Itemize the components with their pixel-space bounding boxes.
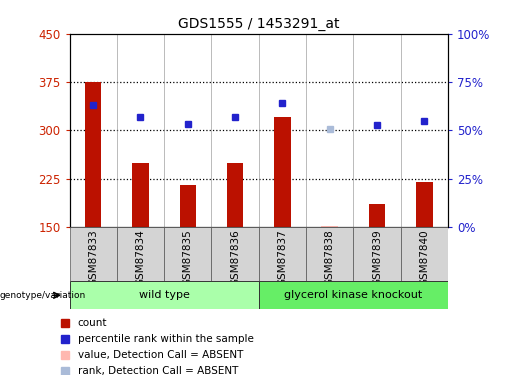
Text: genotype/variation: genotype/variation bbox=[0, 291, 86, 300]
Bar bbox=[164, 227, 212, 281]
Bar bbox=[70, 227, 117, 281]
Text: GSM87833: GSM87833 bbox=[88, 230, 98, 286]
Bar bbox=[259, 227, 306, 281]
Bar bbox=[180, 185, 196, 227]
Text: glycerol kinase knockout: glycerol kinase knockout bbox=[284, 290, 422, 300]
Text: GSM87839: GSM87839 bbox=[372, 230, 382, 286]
Bar bbox=[416, 182, 433, 227]
Text: GSM87835: GSM87835 bbox=[183, 230, 193, 286]
Bar bbox=[321, 226, 338, 227]
Text: rank, Detection Call = ABSENT: rank, Detection Call = ABSENT bbox=[78, 366, 238, 375]
Text: GSM87834: GSM87834 bbox=[135, 230, 146, 286]
Bar bbox=[70, 281, 259, 309]
Bar bbox=[132, 162, 149, 227]
Bar bbox=[401, 227, 448, 281]
Text: percentile rank within the sample: percentile rank within the sample bbox=[78, 334, 253, 344]
Bar bbox=[227, 162, 244, 227]
Title: GDS1555 / 1453291_at: GDS1555 / 1453291_at bbox=[178, 17, 339, 32]
Text: wild type: wild type bbox=[139, 290, 190, 300]
Text: count: count bbox=[78, 318, 107, 328]
Bar bbox=[117, 227, 164, 281]
Text: GSM87838: GSM87838 bbox=[325, 230, 335, 286]
Bar bbox=[274, 117, 291, 227]
Bar bbox=[369, 204, 385, 227]
Text: GSM87836: GSM87836 bbox=[230, 230, 240, 286]
Text: GSM87837: GSM87837 bbox=[278, 230, 287, 286]
Bar bbox=[353, 227, 401, 281]
Bar bbox=[212, 227, 259, 281]
Bar bbox=[259, 281, 448, 309]
Text: value, Detection Call = ABSENT: value, Detection Call = ABSENT bbox=[78, 350, 243, 360]
Bar bbox=[85, 82, 101, 227]
Bar bbox=[306, 227, 353, 281]
Text: GSM87840: GSM87840 bbox=[419, 230, 430, 286]
